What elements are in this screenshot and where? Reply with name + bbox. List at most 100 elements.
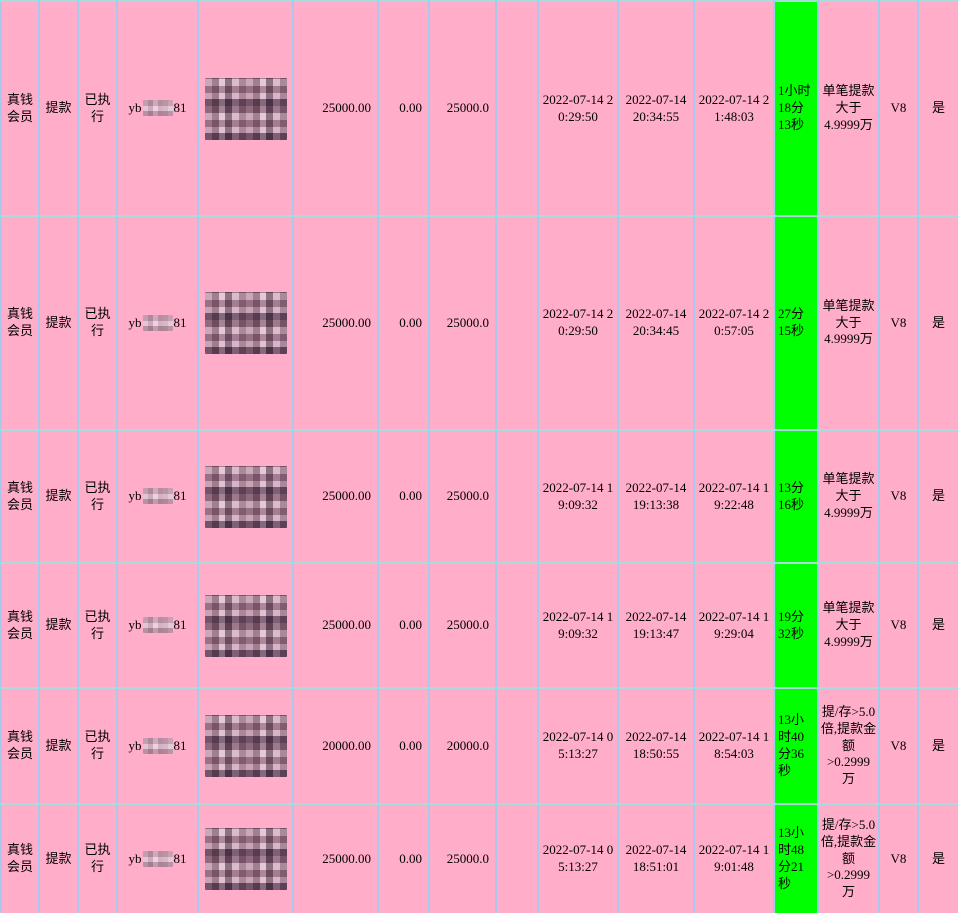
- cell-finish-time: 2022-07-14 19:01:48: [693, 803, 775, 913]
- cell-flag: 是: [917, 0, 958, 217]
- cell-member-type: 真钱会员: [0, 0, 40, 217]
- redacted-username-mosaic: [142, 314, 173, 331]
- cell-lock-time: 2022-07-14 19:13:47: [617, 562, 695, 689]
- cell-blank: [495, 803, 539, 913]
- table-row: 真钱会员 提款 已执行 yb 81 25000.00 0.00 25000.0 2…: [0, 803, 958, 913]
- cell-bank-info: [197, 429, 294, 564]
- cell-status: 已执行: [77, 803, 118, 913]
- cell-blank: [495, 687, 539, 805]
- cell-flag: 是: [917, 803, 958, 913]
- username-suffix: 81: [173, 100, 187, 116]
- cell-amount: 25000.00: [292, 803, 379, 913]
- cell-transaction-type: 提款: [38, 803, 79, 913]
- cell-transaction-type: 提款: [38, 215, 79, 431]
- cell-vip-level: V8: [878, 0, 919, 217]
- redacted-bank-info-mosaic: [204, 77, 287, 140]
- cell-flag: 是: [917, 429, 958, 564]
- cell-vip-level: V8: [878, 429, 919, 564]
- cell-fee: 0.00: [377, 687, 430, 805]
- table-row: 真钱会员 提款 已执行 yb 81 25000.00 0.00 25000.0 2…: [0, 429, 958, 564]
- cell-amount: 25000.00: [292, 562, 379, 689]
- cell-lock-time: 2022-07-14 19:13:38: [617, 429, 695, 564]
- cell-finish-time: 2022-07-14 21:48:03: [693, 0, 775, 217]
- table-row: 真钱会员 提款 已执行 yb 81 25000.00 0.00 25000.0 2…: [0, 215, 958, 431]
- username-prefix: yb: [128, 488, 142, 504]
- cell-bank-info: [197, 687, 294, 805]
- redacted-username-mosaic: [142, 737, 173, 754]
- cell-risk-rule: 提/存>5.0 倍,提款金 额 >0.2999 万: [817, 803, 880, 913]
- cell-duration-highlight: 13分 16秒: [773, 429, 819, 564]
- username-prefix: yb: [128, 100, 142, 116]
- cell-blank: [495, 429, 539, 564]
- cell-transaction-type: 提款: [38, 562, 79, 689]
- cell-username: yb 81: [116, 687, 199, 805]
- cell-username: yb 81: [116, 429, 199, 564]
- cell-apply-time: 2022-07-14 19:09:32: [537, 562, 619, 689]
- cell-duration-highlight: 13小 时40 分36 秒: [773, 687, 819, 805]
- cell-risk-rule: 单笔提款 大于 4.9999万: [817, 429, 880, 564]
- username-suffix: 81: [173, 617, 187, 633]
- redacted-bank-info-mosaic: [204, 715, 287, 777]
- cell-bank-info: [197, 803, 294, 913]
- cell-member-type: 真钱会员: [0, 562, 40, 689]
- table-row: 真钱会员 提款 已执行 yb 81 25000.00 0.00 25000.0 2…: [0, 0, 958, 217]
- table-row: 真钱会员 提款 已执行 yb 81 25000.00 0.00 25000.0 2…: [0, 562, 958, 689]
- cell-lock-time: 2022-07-14 18:50:55: [617, 687, 695, 805]
- cell-blank: [495, 562, 539, 689]
- cell-blank: [495, 215, 539, 431]
- redacted-username-mosaic: [142, 617, 173, 634]
- cell-flag: 是: [917, 215, 958, 431]
- cell-lock-time: 2022-07-14 20:34:45: [617, 215, 695, 431]
- cell-fee: 0.00: [377, 0, 430, 217]
- cell-apply-time: 2022-07-14 20:29:50: [537, 0, 619, 217]
- cell-amount: 25000.00: [292, 0, 379, 217]
- cell-vip-level: V8: [878, 803, 919, 913]
- cell-bank-info: [197, 215, 294, 431]
- cell-actual-amount: 20000.0: [428, 687, 497, 805]
- cell-transaction-type: 提款: [38, 687, 79, 805]
- cell-transaction-type: 提款: [38, 0, 79, 217]
- cell-vip-level: V8: [878, 562, 919, 689]
- cell-apply-time: 2022-07-14 19:09:32: [537, 429, 619, 564]
- cell-flag: 是: [917, 687, 958, 805]
- cell-member-type: 真钱会员: [0, 803, 40, 913]
- cell-status: 已执行: [77, 562, 118, 689]
- cell-actual-amount: 25000.0: [428, 0, 497, 217]
- redacted-bank-info-mosaic: [204, 465, 287, 528]
- cell-risk-rule: 单笔提款 大于 4.9999万: [817, 0, 880, 217]
- username-prefix: yb: [128, 737, 142, 753]
- username-prefix: yb: [128, 617, 142, 633]
- cell-duration-highlight: 19分 32秒: [773, 562, 819, 689]
- cell-finish-time: 2022-07-14 19:29:04: [693, 562, 775, 689]
- cell-finish-time: 2022-07-14 20:57:05: [693, 215, 775, 431]
- cell-status: 已执行: [77, 0, 118, 217]
- cell-status: 已执行: [77, 215, 118, 431]
- cell-vip-level: V8: [878, 215, 919, 431]
- cell-amount: 20000.00: [292, 687, 379, 805]
- cell-lock-time: 2022-07-14 18:51:01: [617, 803, 695, 913]
- cell-blank: [495, 0, 539, 217]
- cell-apply-time: 2022-07-14 05:13:27: [537, 687, 619, 805]
- cell-bank-info: [197, 0, 294, 217]
- cell-transaction-type: 提款: [38, 429, 79, 564]
- cell-duration-highlight: 13小 时48 分21 秒: [773, 803, 819, 913]
- username-suffix: 81: [173, 850, 187, 866]
- cell-apply-time: 2022-07-14 05:13:27: [537, 803, 619, 913]
- cell-member-type: 真钱会员: [0, 429, 40, 564]
- cell-finish-time: 2022-07-14 19:22:48: [693, 429, 775, 564]
- redacted-username-mosaic: [142, 850, 173, 867]
- table-row: 真钱会员 提款 已执行 yb 81 20000.00 0.00 20000.0 2…: [0, 687, 958, 805]
- username-suffix: 81: [173, 314, 187, 330]
- cell-duration-highlight: 27分 15秒: [773, 215, 819, 431]
- username-suffix: 81: [173, 737, 187, 753]
- cell-username: yb 81: [116, 803, 199, 913]
- cell-bank-info: [197, 562, 294, 689]
- cell-actual-amount: 25000.0: [428, 215, 497, 431]
- cell-risk-rule: 单笔提款 大于 4.9999万: [817, 215, 880, 431]
- cell-fee: 0.00: [377, 562, 430, 689]
- cell-fee: 0.00: [377, 429, 430, 564]
- username-prefix: yb: [128, 314, 142, 330]
- cell-amount: 25000.00: [292, 215, 379, 431]
